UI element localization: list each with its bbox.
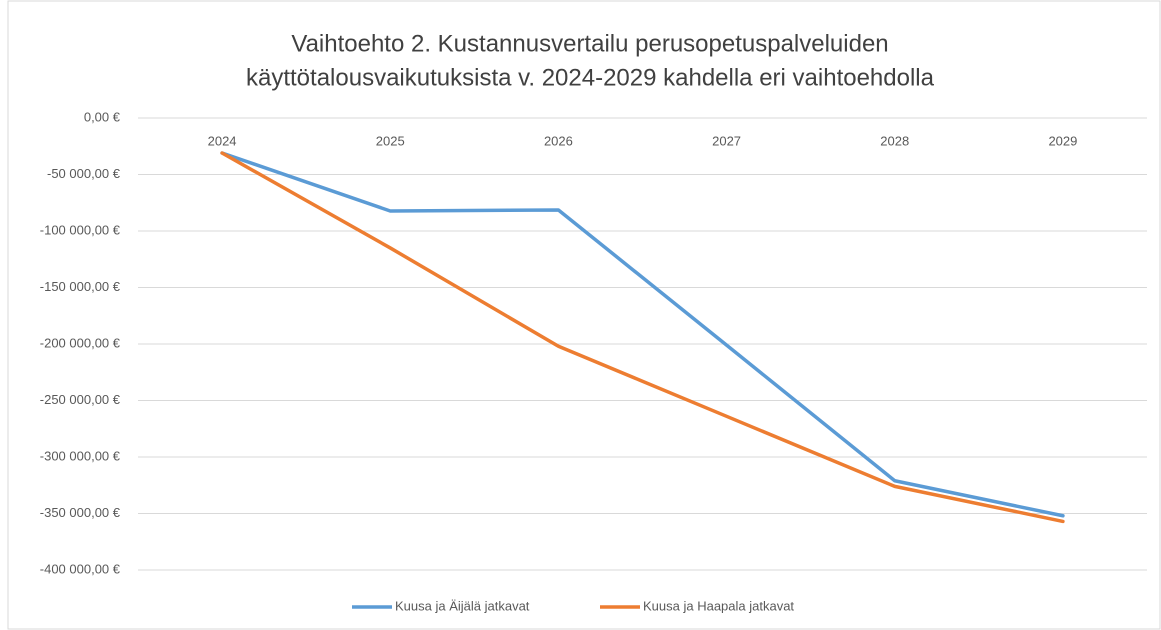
- x-tick-label: 2027: [712, 133, 741, 148]
- series-line: [220, 151, 1065, 518]
- y-tick-label: -350 000,00 €: [40, 505, 121, 520]
- y-tick-label: -200 000,00 €: [40, 335, 121, 350]
- legend-label: Kuusa ja Äijälä jatkavat: [395, 598, 530, 613]
- x-tick-label: 2024: [208, 133, 237, 148]
- x-tick-label: 2028: [880, 133, 909, 148]
- y-tick-label: 0,00 €: [84, 109, 121, 124]
- legend-label: Kuusa ja Haapala jatkavat: [643, 598, 794, 613]
- y-tick-label: -150 000,00 €: [40, 279, 121, 294]
- y-tick-label: -50 000,00 €: [47, 166, 121, 181]
- chart-frame: [7, 0, 1161, 630]
- y-tick-label: -250 000,00 €: [40, 392, 121, 407]
- x-tick-label: 2025: [376, 133, 405, 148]
- chart-title: Vaihtoehto 2. Kustannusvertailu perusope…: [291, 30, 888, 57]
- y-tick-label: -400 000,00 €: [40, 561, 121, 576]
- y-tick-label: -100 000,00 €: [40, 222, 121, 237]
- x-tick-label: 2026: [544, 133, 573, 148]
- y-tick-label: -300 000,00 €: [40, 448, 121, 463]
- x-tick-label: 2029: [1048, 133, 1077, 148]
- chart-title: käyttötalousvaikutuksista v. 2024-2029 k…: [246, 64, 935, 91]
- series-line: [220, 151, 1065, 524]
